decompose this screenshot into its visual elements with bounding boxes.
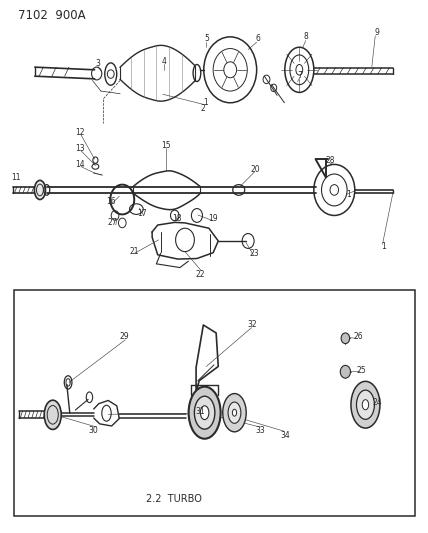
- Ellipse shape: [362, 400, 369, 410]
- Text: 14: 14: [75, 160, 84, 169]
- Text: 21: 21: [129, 247, 139, 256]
- Text: 6: 6: [255, 35, 260, 44]
- Ellipse shape: [228, 402, 241, 423]
- Ellipse shape: [223, 393, 246, 432]
- Ellipse shape: [34, 180, 45, 199]
- Text: 11: 11: [12, 173, 21, 182]
- Text: 7102  900A: 7102 900A: [18, 9, 85, 22]
- Ellipse shape: [357, 390, 374, 419]
- Text: 9: 9: [374, 28, 379, 37]
- Text: 13: 13: [75, 144, 84, 153]
- Text: 8: 8: [303, 33, 308, 42]
- Text: 15: 15: [161, 141, 171, 150]
- Text: 19: 19: [208, 214, 218, 223]
- Text: 29: 29: [119, 332, 129, 341]
- Ellipse shape: [351, 381, 380, 428]
- Text: 12: 12: [75, 128, 84, 137]
- Text: 27: 27: [108, 219, 117, 228]
- Text: 3: 3: [95, 59, 101, 68]
- Circle shape: [341, 333, 350, 344]
- Bar: [15, 290, 414, 516]
- Text: 1: 1: [346, 190, 351, 199]
- Text: 2: 2: [201, 103, 206, 112]
- Text: 23: 23: [250, 249, 259, 258]
- Text: 7: 7: [297, 70, 302, 79]
- Text: 30: 30: [89, 426, 98, 435]
- Text: 25: 25: [357, 366, 366, 375]
- Text: 22: 22: [196, 270, 205, 279]
- Ellipse shape: [189, 386, 220, 439]
- Text: 1: 1: [381, 242, 386, 251]
- Text: 1: 1: [203, 98, 208, 107]
- Text: 26: 26: [354, 332, 363, 341]
- Text: 34: 34: [281, 431, 291, 440]
- Text: 5: 5: [204, 35, 209, 44]
- Text: 32: 32: [247, 320, 257, 329]
- Ellipse shape: [200, 406, 209, 419]
- Text: 31: 31: [196, 407, 205, 416]
- Text: 4: 4: [161, 57, 166, 66]
- Ellipse shape: [232, 409, 237, 416]
- Circle shape: [340, 366, 351, 378]
- Ellipse shape: [44, 400, 61, 430]
- Ellipse shape: [194, 396, 215, 429]
- Text: 16: 16: [106, 197, 116, 206]
- Text: 33: 33: [255, 426, 265, 435]
- Text: 17: 17: [137, 209, 147, 218]
- Text: 28: 28: [325, 156, 335, 165]
- Text: 24: 24: [372, 398, 382, 407]
- Text: 2.2  TURBO: 2.2 TURBO: [146, 494, 202, 504]
- Text: 20: 20: [251, 165, 261, 174]
- Text: 18: 18: [172, 214, 181, 223]
